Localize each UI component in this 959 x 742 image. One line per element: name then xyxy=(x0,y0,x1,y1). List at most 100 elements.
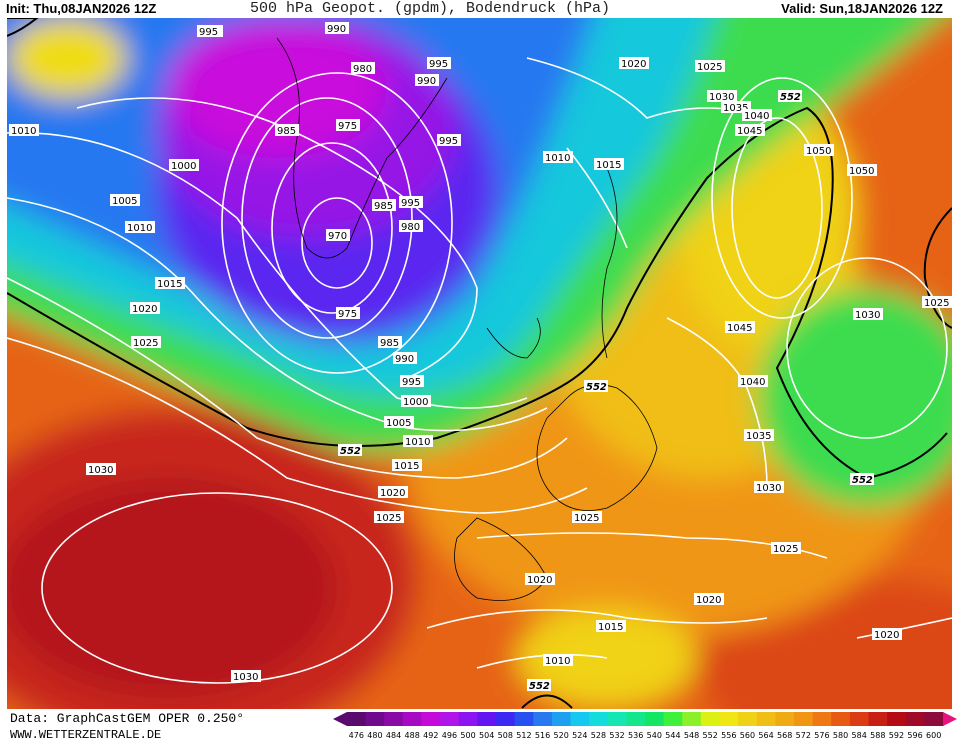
map-title: 500 hPa Geopot. (gpdm), Bodendruck (hPa) xyxy=(250,0,611,17)
svg-text:1005: 1005 xyxy=(386,418,411,429)
contour-label: 985 xyxy=(275,124,299,137)
svg-text:1020: 1020 xyxy=(874,630,899,641)
contour-label: 980 xyxy=(351,62,375,75)
contour-label: 995 xyxy=(437,134,461,147)
svg-text:1030: 1030 xyxy=(756,483,781,494)
svg-text:1000: 1000 xyxy=(403,397,428,408)
init-time: Init: Thu,08JAN2026 12Z xyxy=(6,1,157,16)
legend-swatch xyxy=(794,712,814,726)
svg-text:1045: 1045 xyxy=(727,323,752,334)
contour-label: 1025 xyxy=(922,296,952,309)
legend-swatch xyxy=(887,712,907,726)
contour-label: 1040 xyxy=(742,109,772,122)
legend-value: 476 xyxy=(349,731,364,740)
legend-value: 508 xyxy=(498,731,513,740)
svg-text:1025: 1025 xyxy=(376,513,401,524)
contour-label: 1030 xyxy=(86,463,116,476)
svg-text:990: 990 xyxy=(417,76,436,87)
contour-label: 1010 xyxy=(125,221,155,234)
legend-value: 488 xyxy=(405,731,420,740)
contour-label: 1015 xyxy=(392,459,422,472)
legend-value: 532 xyxy=(609,731,624,740)
contour-label: 995 xyxy=(400,375,424,388)
geopotential-label: 552 xyxy=(778,90,802,103)
svg-text:1050: 1050 xyxy=(806,146,831,157)
svg-text:1000: 1000 xyxy=(171,161,196,172)
svg-text:985: 985 xyxy=(380,338,399,349)
coastlines xyxy=(276,37,658,601)
legend-swatch xyxy=(514,712,534,726)
svg-text:1010: 1010 xyxy=(545,656,570,667)
svg-text:1020: 1020 xyxy=(132,304,157,315)
svg-text:980: 980 xyxy=(353,64,372,75)
svg-text:1010: 1010 xyxy=(127,223,152,234)
legend-swatch xyxy=(607,712,627,726)
contour-label: 1030 xyxy=(754,481,784,494)
legend-swatch xyxy=(812,712,832,726)
contour-label: 1020 xyxy=(130,302,160,315)
contour-label: 1040 xyxy=(738,375,768,388)
legend-swatch xyxy=(365,712,385,726)
legend-swatch xyxy=(831,712,851,726)
contour-label: 990 xyxy=(393,352,417,365)
svg-text:1025: 1025 xyxy=(574,513,599,524)
svg-text:1015: 1015 xyxy=(394,461,419,472)
map-canvas: 995 990 980 995 990 1010 985 975 995 100… xyxy=(7,18,952,709)
legend-swatch xyxy=(496,712,516,726)
contour-label: 1000 xyxy=(169,159,199,172)
legend-swatch xyxy=(589,712,609,726)
contour-label: 985 xyxy=(372,199,396,212)
legend-swatch xyxy=(384,712,404,726)
legend-value: 496 xyxy=(442,731,457,740)
legend-value: 600 xyxy=(926,731,941,740)
legend-value: 548 xyxy=(684,731,699,740)
svg-text:1020: 1020 xyxy=(527,575,552,586)
contour-label: 1005 xyxy=(384,416,414,429)
geopotential-field xyxy=(7,18,952,709)
contour-label: 990 xyxy=(325,22,349,35)
legend-swatch xyxy=(477,712,497,726)
legend-swatch xyxy=(868,712,888,726)
pressure-labels: 995 990 980 995 990 1010 985 975 995 100… xyxy=(9,22,952,683)
svg-text:1045: 1045 xyxy=(737,126,762,137)
contour-label: 970 xyxy=(326,229,350,242)
legend-arrow-left xyxy=(333,712,347,726)
legend-value: 576 xyxy=(814,731,829,740)
legend-swatch xyxy=(458,712,478,726)
contour-label: 1015 xyxy=(596,620,626,633)
legend-swatch xyxy=(440,712,460,726)
svg-text:1050: 1050 xyxy=(849,166,874,177)
legend-swatch xyxy=(626,712,646,726)
contour-label: 1010 xyxy=(403,435,433,448)
contour-label: 990 xyxy=(415,74,439,87)
legend-arrow-right xyxy=(943,712,957,726)
legend-value: 512 xyxy=(516,731,531,740)
contour-label: 985 xyxy=(378,336,402,349)
552-line xyxy=(7,18,952,709)
contour-label: 1045 xyxy=(725,321,755,334)
contour-label: 1010 xyxy=(9,124,39,137)
legend-value: 520 xyxy=(554,731,569,740)
svg-text:1030: 1030 xyxy=(88,465,113,476)
svg-text:1025: 1025 xyxy=(773,544,798,555)
svg-text:1020: 1020 xyxy=(696,595,721,606)
contour-label: 980 xyxy=(399,220,423,233)
contour-label: 1025 xyxy=(374,511,404,524)
contour-label: 1020 xyxy=(872,628,902,641)
svg-text:1035: 1035 xyxy=(746,431,771,442)
contour-label: 1010 xyxy=(543,151,573,164)
contour-label: 1010 xyxy=(543,654,573,667)
legend-value: 544 xyxy=(665,731,680,740)
contour-label: 1045 xyxy=(735,124,765,137)
legend-swatch xyxy=(402,712,422,726)
contour-label: 1050 xyxy=(847,164,877,177)
contour-label: 1000 xyxy=(401,395,431,408)
svg-text:1020: 1020 xyxy=(380,488,405,499)
legend-value: 540 xyxy=(647,731,662,740)
svg-text:552: 552 xyxy=(780,92,801,103)
svg-text:975: 975 xyxy=(338,309,357,320)
legend-swatch xyxy=(663,712,683,726)
legend-value: 492 xyxy=(423,731,438,740)
contour-label: 1030 xyxy=(853,308,883,321)
contour-label: 1025 xyxy=(572,511,602,524)
